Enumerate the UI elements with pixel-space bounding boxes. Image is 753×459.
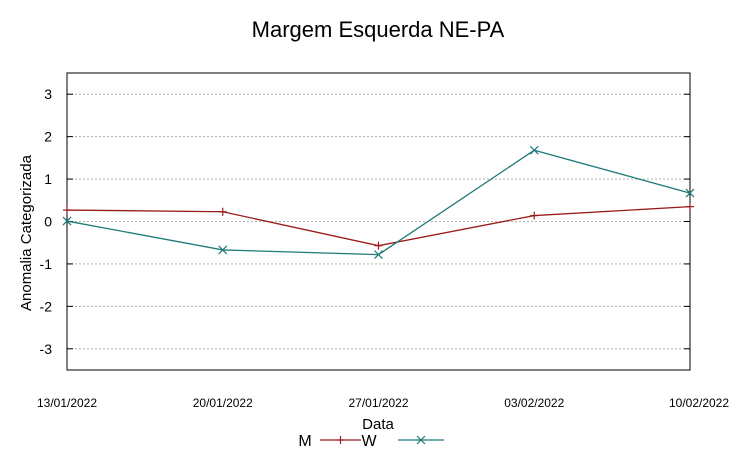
- data-point: [374, 241, 383, 250]
- grid-lines: [67, 93, 690, 350]
- data-point: [63, 206, 71, 215]
- data-point: [416, 435, 426, 445]
- y-tick-label: -2: [40, 298, 53, 314]
- y-tick-label: -1: [40, 256, 53, 272]
- series-layer: [62, 145, 695, 260]
- series-line-M: [66, 206, 691, 247]
- y-tick-label: -3: [40, 341, 53, 357]
- x-axis-ticks: 13/01/2022 20/01/2022 27/01/2022 03/02/2022…: [37, 396, 729, 410]
- series-line-W: [66, 149, 691, 256]
- y-tick-label: 1: [44, 171, 52, 187]
- x-tick-label: 20/01/2022: [193, 396, 253, 410]
- x-tick-label: 10/02/2022: [669, 396, 729, 410]
- data-point: [218, 245, 228, 255]
- data-point: [374, 250, 383, 260]
- x-tick-label: 13/01/2022: [37, 396, 97, 410]
- chart-title: Margem Esquerda NE-PA: [252, 17, 505, 42]
- y-axis-label: Anomalia Categorizada: [18, 154, 35, 311]
- legend-label-W: W: [361, 433, 377, 450]
- data-point: [685, 188, 695, 198]
- x-tick-label: 03/02/2022: [504, 396, 564, 410]
- y-tick-label: 2: [44, 129, 52, 145]
- data-point: [218, 207, 227, 216]
- x-tick-label: 27/01/2022: [348, 396, 408, 410]
- y-tick-label: 0: [44, 214, 52, 230]
- data-point: [530, 211, 539, 220]
- x-axis-label: Data: [362, 416, 394, 433]
- data-point: [529, 145, 539, 155]
- y-axis-ticks: 3 2 1 0 -1 -2 -3: [40, 86, 690, 357]
- y-tick-label: 3: [44, 86, 52, 102]
- data-point: [686, 202, 694, 211]
- data-point: [336, 436, 345, 444]
- legend-label-M: M: [298, 433, 311, 450]
- data-point: [62, 216, 72, 226]
